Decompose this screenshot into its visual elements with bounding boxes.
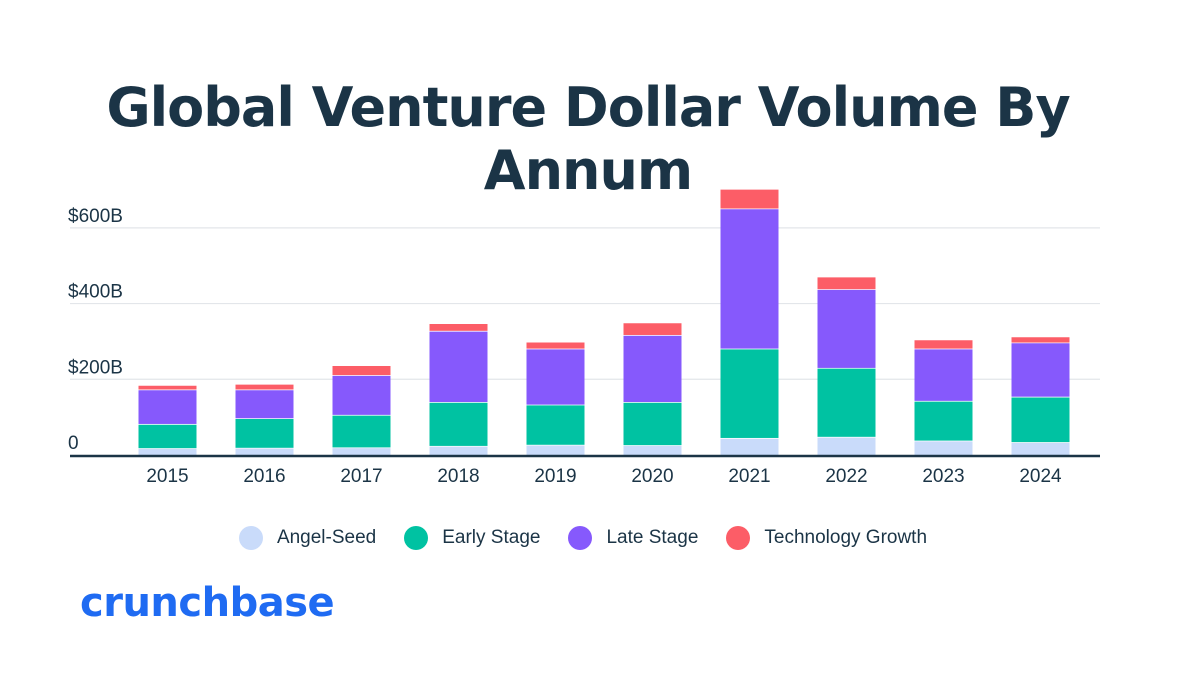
x-tick-label: 2023 [922,466,964,487]
bar-segment [1011,396,1070,443]
bar-segment [914,440,973,455]
bar-segment [1011,442,1070,455]
bar-segment [817,289,876,368]
chart-legend: Angel-Seed Early Stage Late Stage Techno… [0,526,1166,550]
bar-segment [138,384,197,390]
legend-swatch-late-stage [568,526,593,550]
bar-segment [235,418,294,448]
bar-segment [138,448,197,455]
bar-segment [235,389,294,419]
bar-segment [623,401,682,446]
x-tick-label: 2015 [146,466,188,487]
bar-segment [623,334,682,402]
x-tick-label: 2021 [728,466,770,487]
x-tick-label: 2020 [631,466,673,487]
bar-segment [138,423,197,449]
legend-item-late-stage[interactable]: Late Stage [568,526,698,550]
bar-segment [817,276,876,290]
bar-segment [1011,336,1070,343]
bar-segment [332,447,391,455]
legend-swatch-angel-seed [238,526,263,550]
bar-segment [623,445,682,455]
bar-segment [623,322,682,335]
x-tick-label: 2024 [1019,466,1062,487]
legend-item-angel-seed[interactable]: Angel-Seed [238,526,377,550]
legend-label: Early Stage [442,527,541,548]
bar-segment [429,330,488,402]
bar-segment [138,389,197,424]
legend-label: Late Stage [606,527,699,548]
bar-segment [235,383,294,390]
x-tick-label: 2016 [243,466,285,487]
x-tick-label: 2022 [825,466,867,487]
crunchbase-logo[interactable]: crunchbase [80,580,335,626]
bar-segment [332,365,391,376]
bar-segment [914,348,973,401]
bar-segment [332,414,391,448]
legend-swatch-early-stage [404,526,429,550]
bar-segment [720,188,779,209]
bar-segment [429,445,488,455]
x-tick-label: 2019 [534,466,576,487]
bar-segment [429,323,488,331]
legend-label: Technology Growth [764,527,928,548]
y-tick-label: $400B [68,282,123,303]
bar-segment [817,436,876,455]
legend-item-early-stage[interactable]: Early Stage [404,526,540,550]
x-tick-label: 2018 [437,466,479,487]
bar-segment [720,208,779,349]
legend-swatch-technology-growth [726,526,751,550]
legend-item-technology-growth[interactable]: Technology Growth [726,526,927,550]
bar-segment [914,339,973,349]
bar-segment [526,348,585,405]
bar-segment [1011,342,1070,397]
bar-segment [429,401,488,446]
chart-title: Global Venture Dollar Volume By Annum [106,76,1070,202]
x-tick-label: 2017 [340,466,382,487]
bar-segment [526,444,585,455]
bar-segment [720,348,779,438]
bar-segment [720,437,779,455]
bar-segment [914,400,973,441]
stacked-bar-chart: 0 $200B $400B $600B 2015 2016 2017 2018 2019 2020… [68,188,1100,487]
y-tick-label: 0 [68,433,79,454]
y-tick-label: $200B [68,357,123,378]
bar-segment [526,341,585,349]
bar-segment [817,367,876,437]
bar-segment [235,447,294,455]
bar-segment [526,404,585,445]
bar-segment [332,375,391,415]
legend-label: Angel-Seed [276,527,377,548]
y-tick-label: $600B [68,206,123,227]
